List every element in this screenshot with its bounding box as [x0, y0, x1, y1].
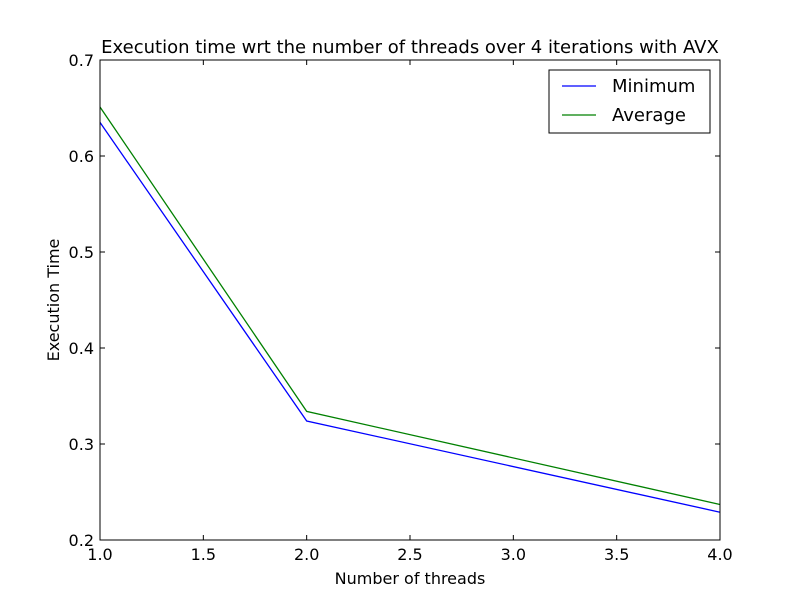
y-tick-label: 0.2 [69, 531, 94, 550]
y-axis-label: Execution Time [44, 239, 63, 362]
x-tick-label: 1.5 [191, 545, 216, 564]
legend-box [548, 69, 711, 134]
plot-lines [99, 106, 721, 513]
x-axis-label: Number of threads [335, 569, 486, 588]
x-tick-label: 4.0 [707, 545, 732, 564]
y-tick-label: 0.6 [69, 147, 94, 166]
legend-label-average: Average [612, 105, 686, 126]
chart-title: Execution time wrt the number of threads… [101, 37, 719, 58]
legend: Minimum Average [548, 69, 711, 134]
x-tick-label: 1.0 [87, 545, 112, 564]
x-tick-label: 2.0 [294, 545, 319, 564]
x-tick-label: 3.0 [501, 545, 526, 564]
legend-label-minimum: Minimum [612, 76, 695, 97]
y-tick-label: 0.7 [69, 51, 94, 70]
series-line-average [99, 106, 721, 506]
y-tick-label: 0.5 [69, 243, 94, 262]
axis-ticks: 1.0 1.5 2.0 2.5 3.0 3.5 4.0 0.2 0.3 0.4 0.5 0.6 0.7 [69, 51, 733, 564]
series-line-minimum [99, 122, 721, 513]
plot-frame [99, 59, 721, 541]
y-tick-label: 0.3 [69, 435, 94, 454]
y-tick-label: 0.4 [69, 339, 94, 358]
x-tick-label: 2.5 [397, 545, 422, 564]
x-tick-label: 3.5 [604, 545, 629, 564]
